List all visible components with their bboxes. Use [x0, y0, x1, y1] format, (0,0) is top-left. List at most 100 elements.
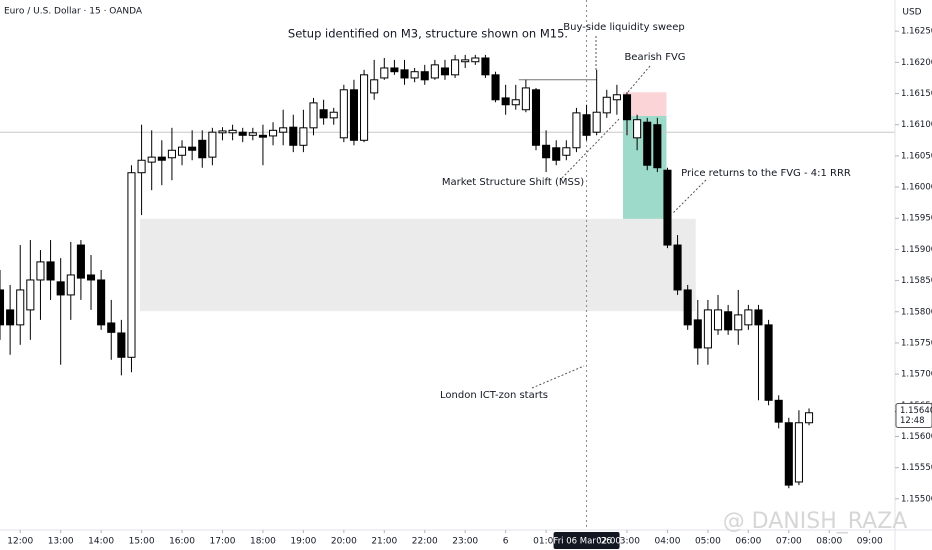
candle-body: [521, 87, 530, 111]
candle-body: [360, 74, 369, 141]
candle-body: [693, 319, 702, 349]
last-price-label: 1.15640: [900, 406, 932, 416]
crosshair-time: 02:00: [596, 537, 621, 547]
countdown: 12:48: [900, 416, 925, 426]
annotation-leader: [561, 117, 621, 179]
y-tick-label: 1.16150: [901, 89, 932, 99]
crosshair-date: Fri 06 Mar '26: [553, 537, 611, 547]
x-tick-label: 07:00: [776, 537, 802, 547]
candle-body: [511, 99, 520, 106]
y-tick-label: 1.16250: [901, 27, 932, 37]
zone: [140, 218, 696, 312]
candle-body: [673, 244, 682, 291]
candle-body: [56, 281, 65, 296]
candle-body: [137, 159, 146, 174]
candle-body: [622, 94, 632, 121]
x-tick-label: 20:00: [331, 537, 357, 547]
y-tick-label: 1.16200: [901, 58, 932, 68]
candle-body: [481, 57, 490, 76]
candle-body: [97, 279, 106, 326]
candle-body: [572, 112, 581, 149]
candle-body: [279, 127, 288, 133]
y-tick-label: 1.16050: [901, 151, 932, 161]
candle-body: [531, 89, 541, 146]
x-tick-label: 03:00: [614, 537, 640, 547]
x-tick-label: 19:00: [290, 537, 316, 547]
candle-body: [167, 149, 176, 159]
x-tick-label: 16:00: [169, 537, 195, 547]
candle-body: [461, 59, 470, 63]
annotation-leader: [531, 365, 585, 389]
candle-body: [764, 324, 773, 401]
x-tick-label: 17:00: [210, 537, 236, 547]
candle-body: [329, 111, 338, 119]
candle-body: [157, 156, 166, 161]
currency: USD: [902, 8, 921, 18]
y-tick-label: 1.16100: [901, 120, 932, 130]
candle-body: [440, 67, 450, 76]
candle-body: [0, 289, 5, 326]
candle-body: [683, 289, 692, 326]
candle-body: [339, 89, 348, 139]
candle-body: [198, 139, 207, 159]
candle-body: [349, 89, 358, 141]
candle-body: [66, 274, 75, 296]
watermark: @ DANISH_RAZA: [723, 509, 908, 534]
candle-body: [653, 124, 662, 169]
candle-body: [602, 96, 611, 114]
symbol: Euro / U.S. Dollar · 15 · OANDA: [4, 7, 143, 17]
y-tick-label: 1.15700: [901, 370, 932, 380]
candle-body: [562, 147, 571, 156]
candle-body: [724, 311, 733, 331]
x-tick-label: 13:00: [48, 537, 74, 547]
candle-body: [643, 121, 652, 166]
x-tick-label: 12:00: [7, 537, 33, 547]
x-tick-label: 15:00: [129, 537, 155, 547]
candle-body: [86, 274, 96, 281]
candle-body: [582, 114, 591, 136]
candle-body: [784, 422, 793, 486]
candle-body: [501, 97, 510, 106]
candle-body: [299, 127, 308, 146]
last-price-box: [895, 403, 932, 429]
x-tick-label: 23:00: [452, 537, 478, 547]
candle-body: [390, 67, 399, 73]
candle-body: [309, 102, 318, 129]
candle-body: [218, 130, 227, 134]
y-tick-label: 1.15550: [901, 463, 932, 473]
candle-body: [400, 69, 409, 79]
x-tick-label: 18:00: [250, 537, 276, 547]
candle-body: [420, 71, 429, 81]
x-tick-label: 04:00: [654, 537, 680, 547]
candle-body: [612, 94, 621, 101]
candle-body: [248, 132, 257, 136]
candle-body: [319, 109, 328, 119]
x-tick-label: 14:00: [88, 537, 114, 547]
y-tick-label: 1.15800: [901, 307, 932, 317]
candle-body: [107, 322, 116, 333]
candle-body: [805, 412, 814, 424]
candle-body: [127, 172, 136, 358]
annotation: Price returns to the FVG - 4:1 RRR: [681, 168, 851, 179]
candle-body: [258, 134, 267, 138]
candle-body: [380, 67, 389, 79]
plot-area: [0, 0, 895, 530]
candle-body: [76, 244, 85, 279]
candle-body: [6, 309, 15, 326]
annotation: Buy-side liquidity sweep: [563, 22, 684, 33]
candle-body: [16, 289, 25, 326]
candle-body: [542, 144, 551, 159]
annotation: Bearish FVG: [624, 52, 685, 63]
candle-body: [633, 119, 642, 139]
candle-body: [471, 57, 480, 63]
candle-body: [177, 146, 187, 156]
y-tick-label: 1.15900: [901, 245, 932, 255]
y-tick-label: 1.16000: [901, 183, 932, 193]
candle-body: [26, 279, 35, 311]
candle-body: [188, 146, 197, 151]
candle-body: [552, 147, 561, 161]
candle-body: [289, 126, 298, 146]
y-tick-label: 1.15500: [901, 494, 932, 504]
candle-body: [269, 129, 278, 137]
